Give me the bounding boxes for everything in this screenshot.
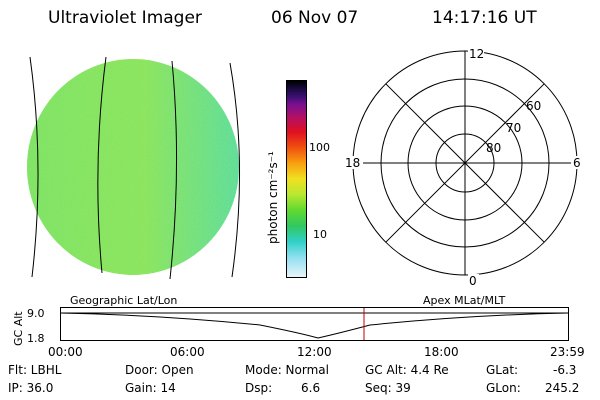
- door-status: Door: Open: [125, 363, 194, 377]
- time-tick-1800: 18:00: [424, 345, 459, 359]
- dsp-value: 6.6: [301, 381, 321, 395]
- colorbar-tick-10: 10: [313, 228, 327, 241]
- mlat-label-70: 70: [506, 121, 521, 135]
- mlt-label-bottom: 0: [469, 274, 477, 288]
- observation-time: 14:17:16 UT: [432, 8, 537, 28]
- meridian-line: [97, 56, 107, 274]
- altitude-timeline: [60, 307, 569, 341]
- mlt-label-right: 6: [573, 156, 581, 170]
- gain-status: Gain: 14: [125, 381, 176, 395]
- glat-value: -6.3: [553, 363, 577, 377]
- time-tick-2359: 23:59: [550, 345, 585, 359]
- gc-alt-status: GC Alt: 4.4 Re: [365, 363, 449, 377]
- meridian-line: [169, 60, 178, 280]
- meridian-line: [229, 62, 241, 278]
- glat-label: GLat:: [486, 363, 519, 377]
- glon-value: 245.2: [545, 381, 580, 395]
- mlt-label-top: 12: [469, 47, 484, 61]
- alt-min-label: 1.8: [27, 332, 45, 345]
- meridian-line: [29, 56, 39, 278]
- time-tick-1200: 12:00: [297, 345, 332, 359]
- color-scale-bar: [286, 80, 307, 278]
- dsp-label: Dsp:: [245, 381, 273, 395]
- time-tick-0000: 00:00: [48, 345, 83, 359]
- gc-alt-axis-label: GC Alt: [12, 311, 25, 346]
- colorbar-unit-label: photon cm⁻²s⁻¹: [266, 151, 280, 244]
- polar-mlt-plot: 12 18 6 0 80 70 60: [344, 47, 583, 288]
- geographic-coords-label: Geographic Lat/Lon: [70, 294, 178, 307]
- filter-status: Flt: LBHL: [8, 363, 62, 377]
- seq-status: Seq: 39: [365, 381, 411, 395]
- mlt-label-left: 18: [345, 156, 360, 170]
- uv-disk-image: [27, 56, 241, 280]
- mlat-label-80: 80: [486, 141, 501, 155]
- instrument-title: Ultraviolet Imager: [48, 8, 202, 28]
- alt-max-label: 9.0: [27, 307, 45, 320]
- colorbar-tick-100: 100: [309, 141, 330, 154]
- observation-date: 06 Nov 07: [271, 8, 359, 28]
- apex-coords-label: Apex MLat/MLT: [423, 294, 506, 307]
- time-tick-0600: 06:00: [170, 345, 205, 359]
- mlat-label-60: 60: [526, 99, 541, 113]
- altitude-curve: [60, 312, 569, 339]
- ip-status: IP: 36.0: [8, 381, 54, 395]
- polar-diagonal: [385, 83, 545, 243]
- glon-label: GLon:: [486, 381, 521, 395]
- mode-status: Mode: Normal: [245, 363, 329, 377]
